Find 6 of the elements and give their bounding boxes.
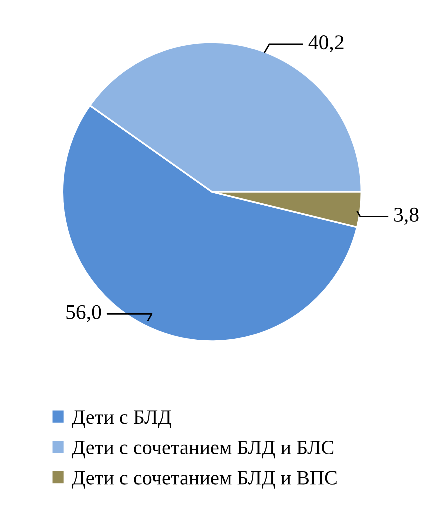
legend-label: Дети с сочетанием БЛД и ВПС <box>72 471 337 489</box>
data-label: 3,8 <box>394 208 419 225</box>
data-label: 40,2 <box>308 36 344 53</box>
legend-label: Дети с сочетанием БЛД и БЛС <box>72 440 334 459</box>
data-label: 56,0 <box>66 305 102 322</box>
legend-label: Дети с БЛД <box>72 410 172 428</box>
